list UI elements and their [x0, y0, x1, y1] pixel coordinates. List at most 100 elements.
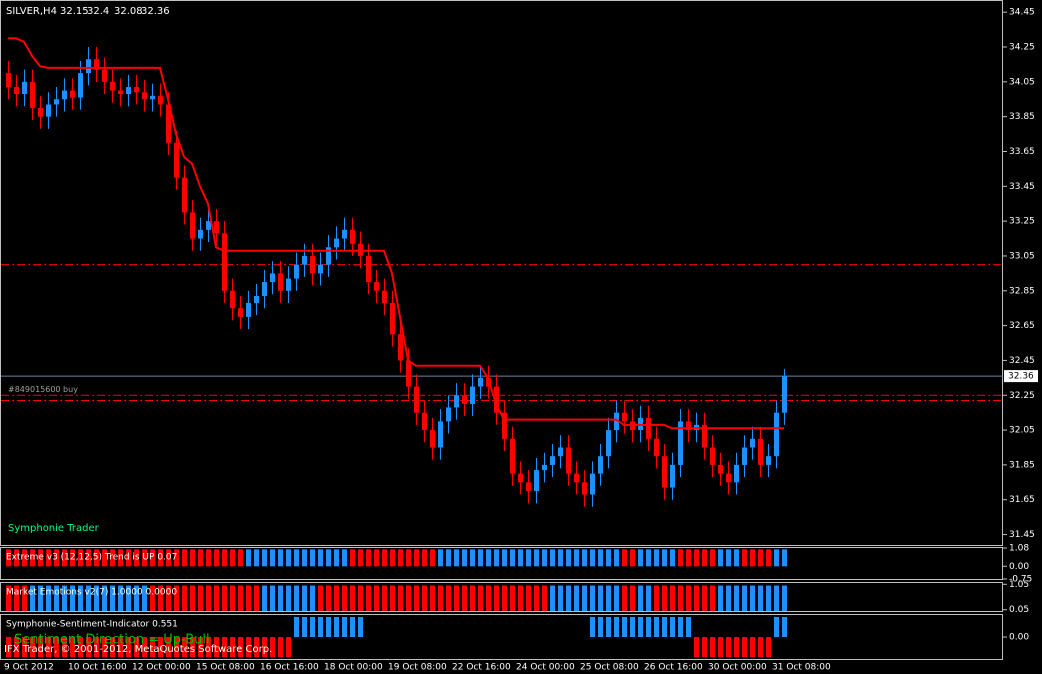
indicator-bar	[126, 585, 131, 611]
annotation: Symphonie Trader	[8, 523, 100, 534]
y-tick-label: 0.00	[1009, 633, 1029, 643]
indicator-bar	[726, 585, 731, 611]
x-tick-label: 19 Oct 08:00	[388, 663, 447, 673]
indicator-bar	[46, 585, 51, 611]
indicator-bar	[654, 585, 659, 611]
indicator-bar	[510, 549, 515, 567]
x-tick-label: 24 Oct 00:00	[516, 663, 575, 673]
candle-body	[222, 233, 227, 291]
indicator-bar	[558, 585, 563, 611]
indicator-bar	[182, 585, 187, 611]
indicator-bar	[278, 637, 283, 657]
candle-body	[206, 221, 211, 230]
indicator-bar	[702, 549, 707, 567]
indicator-bar	[86, 585, 91, 611]
indicator-bar	[254, 637, 259, 657]
candle-body	[550, 456, 555, 465]
indicator-bar	[102, 549, 107, 567]
indicator-bar	[62, 585, 67, 611]
y-tick-label: 31.45	[1009, 530, 1035, 540]
indicator-bar	[270, 549, 275, 567]
indicator-bar	[646, 549, 651, 567]
indicator-bar	[94, 549, 99, 567]
indicator-bar	[262, 549, 267, 567]
candle-body	[270, 273, 275, 283]
indicator-bar	[438, 585, 443, 611]
indicator-bar	[518, 585, 523, 611]
indicator-bar	[150, 585, 155, 611]
indicator-bar	[78, 585, 83, 611]
indicator-bar	[406, 585, 411, 611]
indicator-bar	[262, 637, 267, 657]
indicator-bar	[230, 637, 235, 657]
candle-body	[294, 264, 299, 279]
indicator-bar	[534, 585, 539, 611]
indicator-bar	[246, 585, 251, 611]
indicator-bar	[446, 549, 451, 567]
indicator-bar	[350, 549, 355, 567]
y-tick-label: 32.65	[1009, 321, 1035, 331]
indicator-bar	[6, 637, 11, 657]
indicator-bar	[758, 585, 763, 611]
candle-body	[6, 73, 11, 88]
candle-body	[246, 302, 251, 317]
candle-body	[430, 430, 435, 448]
indicator-bar	[470, 585, 475, 611]
indicator-bar	[342, 617, 347, 637]
indicator-bar	[190, 637, 195, 657]
candle-body	[214, 221, 219, 234]
indicator-bar	[358, 617, 363, 637]
indicator-bar	[398, 549, 403, 567]
footer: IFX Trader, © 2001-2012, MetaQuotes Soft…	[4, 644, 272, 655]
indicator-bar	[358, 549, 363, 567]
candle-body	[390, 302, 395, 335]
indicator-bar	[406, 549, 411, 567]
indicator-bar	[174, 585, 179, 611]
candle-body	[254, 296, 259, 303]
indicator-bar	[502, 585, 507, 611]
indicator-bar	[302, 585, 307, 611]
indicator-bar	[14, 549, 19, 567]
candle-body	[374, 282, 379, 291]
indicator-bar	[758, 637, 763, 657]
x-tick-label: 16 Oct 16:00	[260, 663, 319, 673]
indicator-bar	[70, 549, 75, 567]
x-tick-label: 10 Oct 16:00	[68, 663, 127, 673]
candle-body	[750, 438, 755, 448]
candle-body	[14, 87, 19, 95]
indicator-bar	[550, 585, 555, 611]
candle-body	[614, 412, 619, 431]
candle-body	[510, 438, 515, 474]
candle-body	[542, 464, 547, 471]
indicator-bar	[142, 637, 147, 657]
indicator-bar	[78, 637, 83, 657]
indicator-bar	[142, 549, 147, 567]
candle-body	[478, 377, 483, 387]
indicator-bar	[614, 549, 619, 567]
indicator-bar	[470, 549, 475, 567]
indicator-bar	[742, 637, 747, 657]
panel-frames	[0, 0, 1003, 660]
indicator-bar	[662, 549, 667, 567]
y-tick-label: 34.45	[1009, 8, 1035, 18]
candle-body	[166, 104, 171, 143]
indicator-bar	[374, 549, 379, 567]
indicator-bar	[750, 549, 755, 567]
indicator-bar	[382, 585, 387, 611]
indicator-bar	[662, 585, 667, 611]
indicator-bar	[422, 549, 427, 567]
candle-body	[22, 81, 27, 95]
candle-body	[142, 92, 147, 100]
indicator-bar	[126, 549, 131, 567]
trend-line	[8, 37, 784, 430]
indicator-bar	[230, 585, 235, 611]
y-tick-label: 34.05	[1009, 77, 1035, 87]
candle-body	[310, 255, 315, 274]
indicator-bar	[158, 585, 163, 611]
indicator-bar	[718, 585, 723, 611]
candle-body	[54, 99, 59, 105]
indicator-bar	[30, 585, 35, 611]
y-tick-label: 33.25	[1009, 217, 1035, 227]
candle-body	[462, 395, 467, 404]
